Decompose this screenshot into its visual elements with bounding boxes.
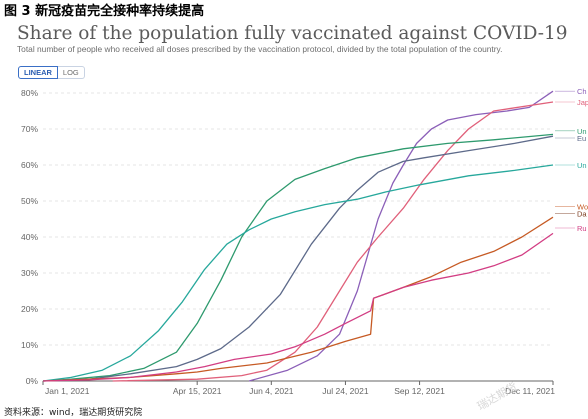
series-line-ch-0 [248,90,554,382]
x-axis: Jan 1, 2021 Apr 15, 2021 Jun 4, 2021 Jul 24… [42,380,555,396]
x-tick-label: Jan 1, 2021 [45,386,90,396]
series-label: Ru [577,224,587,233]
series-label: Eu [577,134,586,143]
y-tick-label: 80% [21,88,38,98]
x-tick-label: Dec 11, 2021 [505,386,555,396]
y-tick-label: 0% [26,376,39,386]
series-label: Ch [577,87,587,96]
series-line-eu-3 [42,135,554,382]
source-note: 资料来源：wind，瑞达期货研究院 [4,408,143,418]
series-lines [42,90,554,382]
scale-toggle: LINEAR LOG [18,66,85,79]
series-label: Wo [577,202,588,211]
y-tick-label: 40% [21,232,38,242]
series-label: Jap [577,98,588,107]
y-tick-label: 60% [21,160,38,170]
linear-scale-button[interactable]: LINEAR [18,66,58,79]
figure-caption: 图 3 新冠疫苗完全接种率持续提高 [4,4,205,19]
y-tick-label: 50% [21,196,38,206]
y-tick-label: 10% [21,340,38,350]
grid-lines [43,92,553,346]
x-tick-label: Jun 4, 2021 [249,386,294,396]
series-line-ru-6 [42,232,554,382]
x-tick-label: Jul 24, 2021 [322,386,369,396]
chart-title: Share of the population fully vaccinated… [17,23,568,44]
x-tick-label: Apr 15, 2021 [173,386,222,396]
series-label: Da [577,210,587,219]
series-label: Un [577,161,587,170]
series-line-wo-5 [42,216,554,382]
y-tick-label: 20% [21,304,38,314]
series-line-jap-1 [112,101,554,382]
y-axis-ticks: 0% 10% 20% 30% 40% 50% 60% 70% 80% [21,88,38,386]
y-tick-label: 30% [21,268,38,278]
series-line-un-2 [42,133,554,382]
series-label: Un [577,127,587,136]
log-scale-button[interactable]: LOG [57,66,85,79]
y-tick-label: 70% [21,124,38,134]
x-tick-label: Sep 12, 2021 [394,386,445,396]
chart-subtitle: Total number of people who received all … [17,44,503,54]
series-line-un-4 [42,164,554,382]
